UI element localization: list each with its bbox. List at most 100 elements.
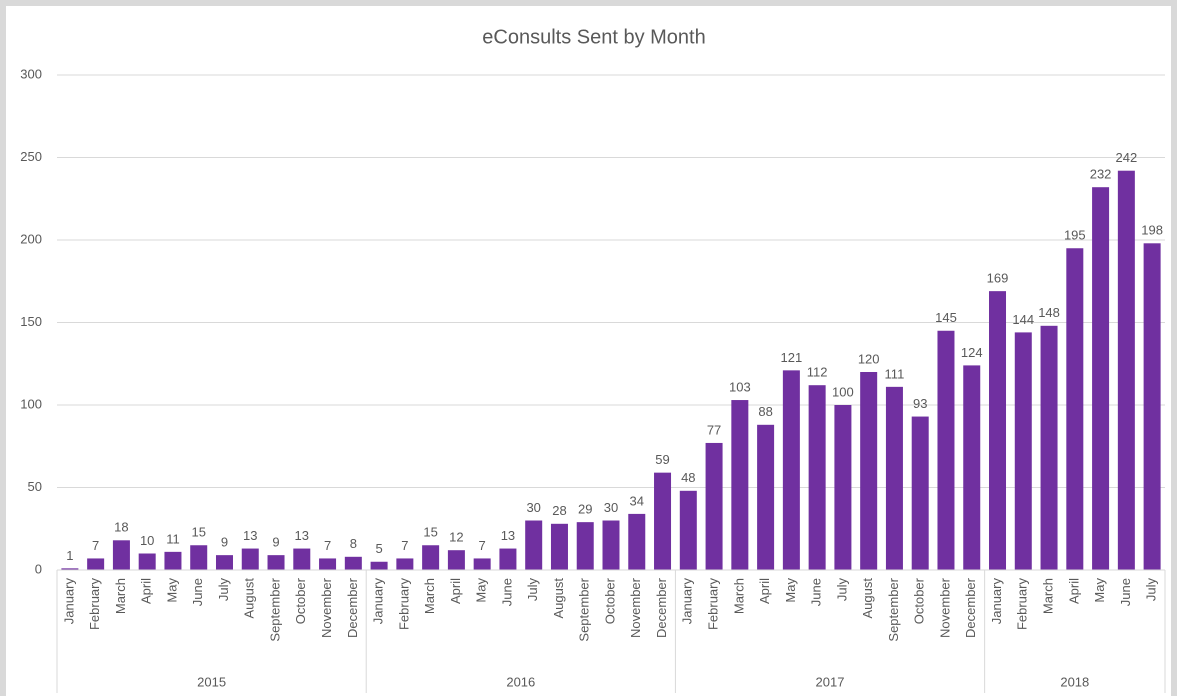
bar	[1014, 332, 1032, 570]
bar	[1092, 187, 1110, 570]
bar	[241, 548, 259, 570]
x-tick-label: February	[1015, 578, 1030, 631]
x-tick-label: December	[654, 577, 669, 638]
data-label: 18	[114, 520, 128, 535]
data-label: 148	[1038, 305, 1060, 320]
data-label: 15	[191, 525, 205, 540]
data-label: 124	[961, 345, 983, 360]
x-tick-label: January	[371, 578, 386, 625]
x-tick-label: April	[757, 578, 772, 604]
y-tick-label: 200	[20, 231, 42, 246]
data-label: 13	[243, 528, 257, 543]
data-label: 9	[272, 535, 279, 550]
data-label: 195	[1064, 228, 1086, 243]
bar	[370, 561, 388, 570]
x-tick-label: June	[190, 578, 205, 606]
data-label: 11	[166, 531, 180, 546]
y-tick-label: 100	[20, 396, 42, 411]
bar	[1117, 170, 1135, 570]
bar	[164, 551, 182, 570]
x-tick-label: January	[61, 578, 76, 625]
data-label: 30	[526, 500, 540, 515]
data-label: 12	[449, 530, 463, 545]
group-label: 2018	[1060, 674, 1089, 689]
x-tick-label: September	[886, 577, 901, 641]
x-tick-label: August	[242, 578, 257, 619]
data-label: 77	[707, 422, 721, 437]
data-label: 1	[66, 548, 73, 563]
bar	[215, 555, 233, 570]
x-tick-label: February	[396, 578, 411, 631]
x-tick-label: April	[448, 578, 463, 604]
data-label: 59	[655, 452, 669, 467]
bar	[989, 291, 1007, 570]
x-tick-label: August	[551, 578, 566, 619]
data-label: 34	[630, 493, 644, 508]
x-tick-label: August	[860, 578, 875, 619]
bar	[447, 550, 465, 570]
data-label: 111	[885, 366, 905, 381]
x-tick-label: November	[319, 577, 334, 638]
bar	[860, 372, 878, 570]
x-tick-label: March	[731, 578, 746, 614]
bar	[396, 558, 414, 570]
bar	[499, 548, 517, 570]
chart-title: eConsults Sent by Month	[482, 26, 705, 48]
bar	[293, 548, 311, 570]
bar	[782, 370, 800, 570]
bar	[1066, 248, 1084, 570]
x-tick-label: January	[989, 578, 1004, 625]
data-label: 30	[604, 500, 618, 515]
x-tick-label: April	[139, 578, 154, 604]
bar	[628, 513, 646, 570]
data-label: 103	[729, 379, 751, 394]
x-tick-label: February	[706, 578, 721, 631]
bar	[757, 424, 775, 570]
data-label: 7	[92, 538, 99, 553]
data-label: 88	[758, 404, 772, 419]
bar	[550, 523, 568, 570]
x-tick-label: July	[1144, 578, 1159, 602]
data-label: 242	[1115, 150, 1137, 165]
bar	[1143, 243, 1161, 571]
bar	[602, 520, 620, 570]
bar	[808, 385, 826, 570]
x-tick-label: March	[422, 578, 437, 614]
x-tick-label: January	[680, 578, 695, 625]
x-tick-label: November	[937, 577, 952, 638]
data-label: 8	[350, 536, 357, 551]
x-tick-label: July	[834, 578, 849, 602]
data-label: 5	[375, 541, 382, 556]
x-tick-label: March	[1040, 578, 1055, 614]
bar	[138, 553, 156, 570]
data-label: 48	[681, 470, 695, 485]
data-label: 93	[913, 396, 927, 411]
bar	[190, 545, 208, 570]
y-tick-label: 0	[35, 561, 42, 576]
bar	[911, 416, 929, 570]
bar	[834, 405, 852, 570]
data-label: 13	[295, 528, 309, 543]
bar	[731, 400, 749, 570]
data-label: 198	[1141, 223, 1163, 238]
bar	[61, 568, 79, 570]
x-tick-label: July	[216, 578, 231, 602]
y-tick-label: 150	[20, 314, 42, 329]
data-label: 7	[479, 538, 486, 553]
bar	[1040, 325, 1058, 570]
bar	[267, 555, 285, 570]
x-tick-label: May	[1092, 578, 1107, 603]
bar	[576, 522, 594, 570]
group-label: 2016	[506, 674, 535, 689]
x-tick-label: February	[87, 578, 102, 631]
data-label: 13	[501, 528, 515, 543]
bar	[319, 558, 337, 570]
data-label: 7	[401, 538, 408, 553]
x-tick-label: September	[577, 577, 592, 641]
x-tick-label: July	[525, 578, 540, 602]
x-tick-label: May	[783, 578, 798, 603]
x-tick-label: April	[1066, 578, 1081, 604]
x-tick-label: October	[293, 577, 308, 624]
